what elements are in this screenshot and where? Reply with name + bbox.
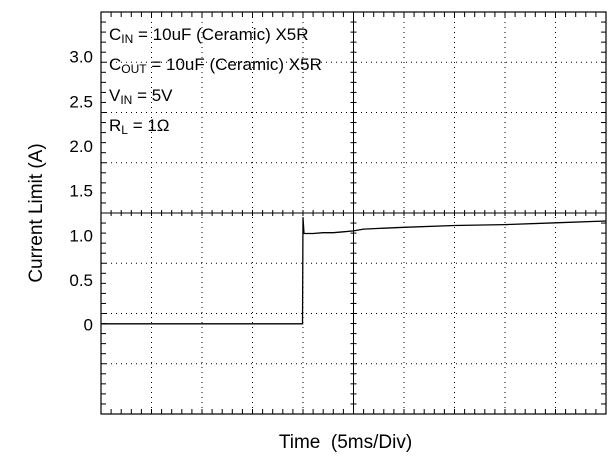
annotation: CIN = 10uF (Ceramic) X5R — [109, 25, 309, 46]
plot-frame — [100, 11, 607, 415]
y-tick-label: 3.0 — [69, 48, 93, 67]
annotation: COUT = 10uF (Ceramic) X5R — [109, 55, 322, 76]
annotation: VIN = 5V — [109, 86, 173, 107]
series-line — [101, 217, 607, 325]
y-tick-labels: 0 0.5 1.0 1.5 2.0 2.5 3.0 — [69, 48, 93, 335]
y-tick-label: 2.0 — [69, 137, 93, 156]
y-tick-label: 1.0 — [69, 226, 93, 245]
y-tick-label: 0.5 — [69, 271, 93, 290]
y-tick-label: 2.5 — [69, 92, 93, 111]
annotation: RL = 1Ω — [109, 116, 170, 137]
center-axes — [101, 12, 606, 414]
y-axis-label: Current Limit (A) — [26, 143, 47, 282]
y-tick-label: 0 — [84, 316, 93, 335]
y-tick-label: 1.5 — [69, 182, 93, 201]
annotations: CIN = 10uF (Ceramic) X5R COUT = 10uF (Cer… — [109, 25, 322, 137]
x-axis-label: Time (5ms/Div) — [279, 432, 412, 453]
